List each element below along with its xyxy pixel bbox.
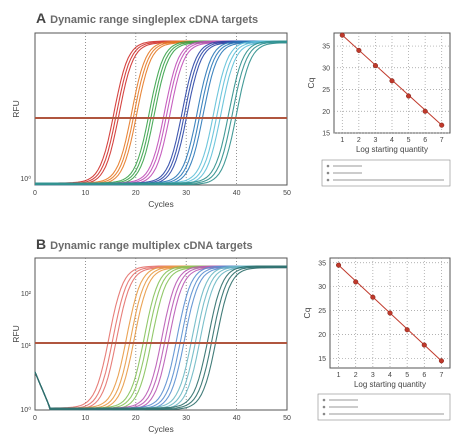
y-axis-label: Cq [302,307,312,318]
x-tick-label: 7 [440,137,444,144]
data-point [336,262,342,268]
amplification-curve [34,265,287,409]
legend-marker [322,412,326,416]
y-tick-label: 15 [322,131,330,138]
y-tick-label: 10⁰ [20,406,31,414]
amplification-curve [34,266,287,410]
x-tick-label: 2 [357,137,361,144]
data-point [422,108,428,114]
x-axis-label: Log starting quantity [354,380,426,389]
y-tick-label: 30 [322,65,330,72]
plot-frame [34,257,288,411]
x-tick-label: 30 [182,190,190,197]
legend-marker [322,398,326,402]
data-point [404,327,410,333]
data-point [389,78,395,84]
panel-a-title-text: Dynamic range singleplex cDNA targets [50,14,259,26]
y-tick-label: 10² [21,291,32,298]
y-tick-label: 20 [322,109,330,116]
legend-marker [326,178,330,182]
x-tick-label: 1 [340,137,344,144]
panel-a-title: A Dynamic range singleplex cDNA targets [36,10,258,26]
data-point [339,32,345,38]
x-tick-label: 6 [423,137,427,144]
y-tick-label: 15 [318,356,326,363]
y-tick-label: 35 [318,260,326,267]
y-tick-label: 25 [322,87,330,94]
amplification-curve [34,267,287,411]
legend-marker [326,171,330,175]
x-tick-label: 40 [233,415,241,422]
x-tick-label: 0 [33,190,37,197]
x-axis-label: Cycles [148,424,174,434]
x-tick-label: 0 [33,415,37,422]
data-point [372,63,378,69]
data-point [370,294,376,300]
x-tick-label: 6 [422,372,426,379]
data-point [387,310,393,316]
x-tick-label: 10 [82,190,90,197]
x-tick-label: 1 [337,372,341,379]
y-tick-label: 25 [318,308,326,315]
data-point [439,122,445,128]
x-tick-label: 20 [132,415,140,422]
x-tick-label: 20 [132,190,140,197]
panel-b-title: B Dynamic range multiplex cDNA targets [36,236,253,252]
y-axis-label: RFU [11,325,21,342]
data-point [438,358,444,364]
y-tick-label: 10⁰ [20,175,31,183]
x-tick-label: 5 [407,137,411,144]
y-tick-label: 10¹ [21,343,32,350]
x-tick-label: 4 [388,372,392,379]
data-point [356,47,362,53]
data-point [406,93,412,99]
y-tick-label: 30 [318,284,326,291]
legend-marker [322,405,326,409]
x-tick-label: 50 [283,415,291,422]
x-tick-label: 2 [354,372,358,379]
y-tick-label: 35 [322,44,330,51]
panel-b-title-text: Dynamic range multiplex cDNA targets [50,240,253,252]
x-tick-label: 3 [371,372,375,379]
legend-marker [326,164,330,168]
amplification-curve [35,42,288,186]
panel-b-letter: B [36,236,47,252]
x-tick-label: 10 [82,415,90,422]
x-tick-label: 5 [405,372,409,379]
x-tick-label: 4 [390,137,394,144]
data-point [421,342,427,348]
x-axis-label: Log starting quantity [356,145,428,154]
plot-frame [34,32,288,186]
x-axis-label: Cycles [148,199,174,209]
y-axis-label: RFU [11,100,21,117]
amplification-curve [35,40,288,184]
y-tick-label: 20 [318,332,326,339]
panel-a-letter: A [36,10,47,26]
x-tick-label: 3 [373,137,377,144]
data-point [353,279,359,285]
amplification-curve [35,41,287,185]
x-tick-label: 30 [182,415,190,422]
y-axis-label: Cq [306,77,316,88]
x-tick-label: 7 [439,372,443,379]
x-tick-label: 50 [283,190,291,197]
x-tick-label: 40 [233,190,241,197]
